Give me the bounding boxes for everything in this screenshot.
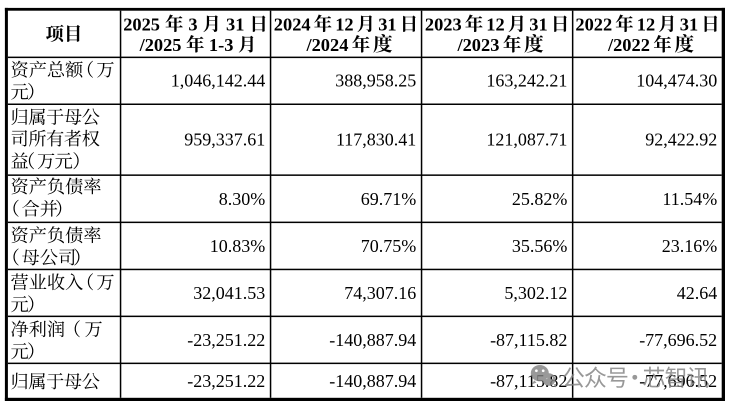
- svg-text:2022: 2022: [575, 14, 612, 34]
- svg-text:388,958.25: 388,958.25: [335, 71, 416, 91]
- svg-text:-87,115.82: -87,115.82: [490, 330, 567, 350]
- svg-text:31: 31: [529, 14, 547, 34]
- svg-text:70.75%: 70.75%: [361, 236, 417, 256]
- svg-text:12: 12: [486, 14, 504, 34]
- svg-text:2025: 2025: [123, 14, 160, 34]
- svg-text:-87,115.82: -87,115.82: [490, 371, 567, 391]
- svg-text:31: 31: [378, 14, 396, 34]
- svg-text:/2025: /2025: [139, 35, 182, 55]
- svg-text:11.54%: 11.54%: [662, 189, 717, 209]
- svg-text:104,474.30: 104,474.30: [636, 71, 717, 91]
- svg-text:/2024: /2024: [306, 35, 349, 55]
- svg-text:-140,887.94: -140,887.94: [329, 330, 416, 350]
- svg-text:5,302.12: 5,302.12: [504, 283, 567, 303]
- svg-text:-77,696.52: -77,696.52: [639, 330, 717, 350]
- svg-text:-140,887.94: -140,887.94: [329, 371, 416, 391]
- svg-text:92,422.92: 92,422.92: [645, 130, 717, 150]
- svg-text:/2022: /2022: [607, 35, 650, 55]
- svg-text:959,337.61: 959,337.61: [184, 130, 265, 150]
- svg-text:12: 12: [637, 14, 655, 34]
- svg-text:-23,251.22: -23,251.22: [187, 330, 265, 350]
- svg-text:121,087.71: 121,087.71: [486, 130, 567, 150]
- svg-text:/2023: /2023: [457, 35, 500, 55]
- svg-text:8.30%: 8.30%: [219, 189, 266, 209]
- svg-text:32,041.53: 32,041.53: [193, 283, 265, 303]
- svg-text:1-3: 1-3: [209, 35, 234, 55]
- svg-text:1,046,142.44: 1,046,142.44: [171, 71, 266, 91]
- svg-text:74,307.16: 74,307.16: [344, 283, 416, 303]
- svg-text:31: 31: [226, 14, 244, 34]
- svg-text:2024: 2024: [274, 14, 311, 34]
- svg-text:23.16%: 23.16%: [662, 236, 718, 256]
- svg-text:69.71%: 69.71%: [361, 189, 417, 209]
- svg-text:163,242.21: 163,242.21: [486, 71, 567, 91]
- svg-text:35.56%: 35.56%: [512, 236, 568, 256]
- svg-text:3: 3: [188, 14, 197, 34]
- svg-text:42.64: 42.64: [677, 283, 718, 303]
- svg-text:31: 31: [680, 14, 698, 34]
- svg-text:25.82%: 25.82%: [512, 189, 568, 209]
- svg-text:2023: 2023: [425, 14, 462, 34]
- svg-text:10.83%: 10.83%: [210, 236, 266, 256]
- svg-text:12: 12: [335, 14, 353, 34]
- svg-text:-23,251.22: -23,251.22: [187, 371, 265, 391]
- svg-text:117,830.41: 117,830.41: [336, 130, 416, 150]
